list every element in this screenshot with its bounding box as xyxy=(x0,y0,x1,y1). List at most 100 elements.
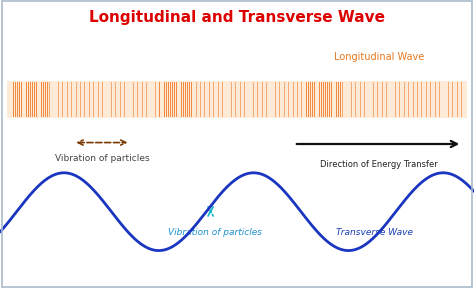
Bar xyxy=(310,82,311,117)
Bar xyxy=(159,82,160,117)
Bar xyxy=(351,82,352,117)
Bar xyxy=(395,82,396,117)
Bar xyxy=(244,82,245,117)
Bar xyxy=(275,82,276,117)
Bar xyxy=(271,82,272,117)
Bar xyxy=(38,82,39,117)
Bar xyxy=(404,82,405,117)
Bar xyxy=(146,82,147,117)
Bar xyxy=(284,82,285,117)
Bar xyxy=(430,82,431,117)
Bar xyxy=(334,82,335,117)
Bar xyxy=(257,82,258,117)
Bar xyxy=(124,82,125,117)
Bar xyxy=(30,82,31,117)
Bar xyxy=(248,82,249,117)
Bar xyxy=(41,82,42,117)
Bar xyxy=(297,82,298,117)
Bar xyxy=(89,82,90,117)
Bar xyxy=(377,82,378,117)
Bar xyxy=(49,82,50,117)
Bar xyxy=(338,82,339,117)
Bar xyxy=(421,82,422,117)
Bar xyxy=(342,82,343,117)
Bar xyxy=(45,82,46,117)
Bar xyxy=(17,82,18,117)
Bar xyxy=(218,82,219,117)
Bar xyxy=(408,82,409,117)
Bar xyxy=(222,82,223,117)
Bar xyxy=(231,82,232,117)
Bar xyxy=(426,82,427,117)
Bar xyxy=(266,82,267,117)
Bar xyxy=(308,82,309,117)
Bar xyxy=(24,82,25,117)
Bar xyxy=(325,82,326,117)
Bar xyxy=(170,82,171,117)
Bar xyxy=(336,82,337,117)
Bar xyxy=(235,82,236,117)
Bar xyxy=(107,82,108,117)
Bar xyxy=(176,82,177,117)
Bar xyxy=(288,82,289,117)
Bar xyxy=(36,82,37,117)
Bar xyxy=(301,82,302,117)
Bar xyxy=(155,82,156,117)
Bar xyxy=(80,82,81,117)
Bar xyxy=(312,82,313,117)
Text: Transverse Wave: Transverse Wave xyxy=(336,228,413,237)
Bar xyxy=(323,82,324,117)
Bar xyxy=(382,82,383,117)
Bar xyxy=(240,82,241,117)
Bar xyxy=(191,82,192,117)
Bar xyxy=(306,82,307,117)
Bar xyxy=(63,82,64,117)
Bar xyxy=(168,82,169,117)
Bar xyxy=(115,82,116,117)
Bar xyxy=(227,82,228,117)
Bar xyxy=(346,82,347,117)
Bar xyxy=(98,82,99,117)
Bar xyxy=(360,82,361,117)
Bar xyxy=(142,82,143,117)
Bar xyxy=(47,82,48,117)
Bar xyxy=(128,82,129,117)
Bar xyxy=(417,82,418,117)
Bar xyxy=(111,82,112,117)
Bar xyxy=(204,82,205,117)
Bar xyxy=(187,82,188,117)
Bar xyxy=(435,82,436,117)
Bar xyxy=(340,82,341,117)
Bar xyxy=(34,82,35,117)
Bar xyxy=(15,82,16,117)
Bar xyxy=(253,82,254,117)
Bar xyxy=(19,82,20,117)
Bar xyxy=(317,82,318,117)
Bar xyxy=(439,82,440,117)
Bar xyxy=(93,82,94,117)
Bar xyxy=(32,82,33,117)
Bar xyxy=(172,82,173,117)
Bar xyxy=(321,82,322,117)
Bar xyxy=(391,82,392,117)
Bar xyxy=(28,82,29,117)
Bar xyxy=(327,82,328,117)
Text: Vibration of particles: Vibration of particles xyxy=(55,154,149,163)
Bar xyxy=(67,82,68,117)
Bar xyxy=(329,82,330,117)
Bar xyxy=(452,82,453,117)
Bar xyxy=(162,82,163,117)
Bar xyxy=(193,82,194,117)
Bar xyxy=(364,82,365,117)
Bar xyxy=(21,82,22,117)
Bar xyxy=(174,82,175,117)
Bar xyxy=(7,81,467,118)
Bar xyxy=(133,82,134,117)
Bar xyxy=(84,82,85,117)
Bar xyxy=(185,82,186,117)
Bar xyxy=(196,82,197,117)
Bar xyxy=(71,82,72,117)
Bar xyxy=(262,82,263,117)
Bar xyxy=(137,82,138,117)
Bar xyxy=(183,82,184,117)
